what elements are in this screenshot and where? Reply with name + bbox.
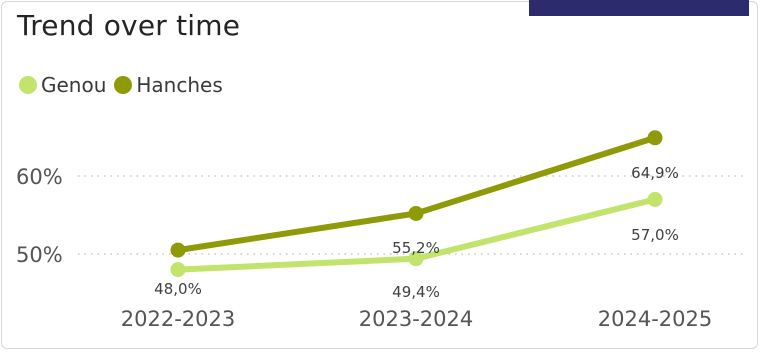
data-point-hanches [170,242,186,258]
legend-label-genou: Genou [41,73,107,97]
series-line-hanches [175,134,658,254]
data-point-genou [170,262,186,278]
data-label-hanches: 55,2% [392,239,440,257]
y-tick-label: 50% [16,243,63,267]
x-tick-label: 2023-2024 [359,307,473,331]
legend-item-hanches[interactable]: Hanches [114,73,223,97]
data-point-genou [408,251,424,267]
data-point-genou [647,191,663,207]
data-label-genou: 49,4% [392,283,440,301]
data-label-genou: 48,0% [154,280,202,298]
data-label-genou: 57,0% [631,226,679,244]
y-tick-label: 60% [16,165,63,189]
x-tick-label: 2024-2025 [598,307,712,331]
legend-item-genou[interactable]: Genou [19,73,106,97]
data-label-hanches: 64,9% [631,164,679,182]
chart-title: Trend over time [17,9,241,42]
legend: Genou Hanches [19,72,231,98]
data-point-hanches [408,205,424,221]
data-point-hanches [647,130,663,146]
x-tick-label: 2022-2023 [121,307,235,331]
legend-marker-genou [19,76,37,94]
accent-bar [529,0,749,16]
legend-label-hanches: Hanches [136,73,223,97]
legend-marker-hanches [114,76,133,94]
